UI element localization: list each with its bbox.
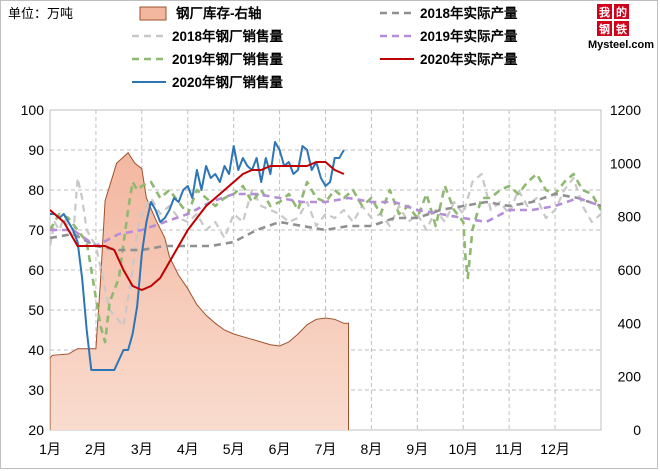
axes: 2030405060708090100020040060080010001200… — [21, 102, 642, 457]
month-tick-label: 5月 — [223, 441, 245, 457]
logo-box-3 — [597, 21, 612, 36]
logo-char-1: 我 — [599, 5, 610, 19]
right-tick-label: 600 — [618, 262, 642, 278]
series-line-prod_2018 — [50, 192, 601, 252]
logo-box-1 — [597, 4, 612, 19]
series-line-sales_2020 — [50, 141, 345, 371]
inventory-area — [50, 152, 349, 430]
left-tick-label: 90 — [28, 142, 44, 158]
right-tick-label: 200 — [618, 369, 642, 385]
left-tick-label: 80 — [28, 182, 44, 198]
month-tick-label: 7月 — [315, 441, 337, 457]
legend-label-sales_2019: 2019年钢厂销售量 — [172, 51, 284, 67]
logo-char-2: 的 — [616, 5, 627, 19]
logo-text: Mysteel.com — [588, 39, 654, 51]
mysteel-logo: 我 的 钢 铁 Mysteel.com — [588, 4, 654, 51]
month-tick-label: 3月 — [131, 441, 153, 457]
month-tick-label: 1月 — [39, 441, 61, 457]
legend-label-prod_2018: 2018年实际产量 — [420, 5, 518, 21]
month-tick-label: 2月 — [85, 441, 107, 457]
unit-label: 单位：万吨 — [8, 6, 73, 21]
month-tick-label: 9月 — [406, 441, 428, 457]
legend-label-inventory: 钢厂库存-右轴 — [176, 5, 262, 21]
left-tick-label: 70 — [28, 222, 44, 238]
month-tick-label: 12月 — [540, 441, 570, 457]
left-tick-label: 40 — [28, 342, 44, 358]
series-line-prod_2019 — [50, 192, 601, 248]
legend-label-sales_2018: 2018年钢厂销售量 — [172, 28, 284, 44]
logo-char-4: 铁 — [616, 22, 627, 36]
right-tick-label: 800 — [618, 209, 642, 225]
month-tick-label: 11月 — [495, 441, 524, 457]
series-line-sales_2018 — [50, 172, 601, 328]
legend-swatch-inventory — [139, 6, 167, 21]
left-tick-label: 20 — [28, 422, 44, 438]
logo-box-4 — [614, 21, 629, 36]
month-tick-label: 4月 — [177, 441, 199, 457]
right-tick-label: 1200 — [610, 102, 641, 118]
series-line-prod_2020 — [50, 161, 345, 291]
right-tick-label: 0 — [633, 422, 641, 438]
month-tick-label: 8月 — [361, 441, 383, 457]
inventory-outline — [50, 151, 349, 430]
month-tick-label: 10月 — [448, 441, 478, 457]
legend-label-prod_2020: 2020年实际产量 — [420, 51, 518, 67]
series-lines — [50, 141, 601, 371]
right-tick-label: 1000 — [610, 155, 641, 171]
inventory-layer — [50, 151, 349, 430]
legend-label-prod_2019: 2019年实际产量 — [420, 28, 518, 44]
month-tick-label: 6月 — [269, 441, 291, 457]
legend-label-sales_2020: 2020年钢厂销售量 — [172, 74, 284, 90]
logo-box-2 — [614, 4, 629, 19]
logo-char-3: 钢 — [599, 22, 610, 36]
left-tick-label: 30 — [28, 382, 44, 398]
left-tick-label: 60 — [28, 262, 44, 278]
right-tick-label: 400 — [618, 315, 642, 331]
left-tick-label: 100 — [21, 102, 45, 118]
left-tick-label: 50 — [28, 302, 44, 318]
legend: 钢厂库存-右轴 2018年实际产量 2018年钢厂销售量 2019年实际产量 2019年… — [132, 5, 518, 90]
